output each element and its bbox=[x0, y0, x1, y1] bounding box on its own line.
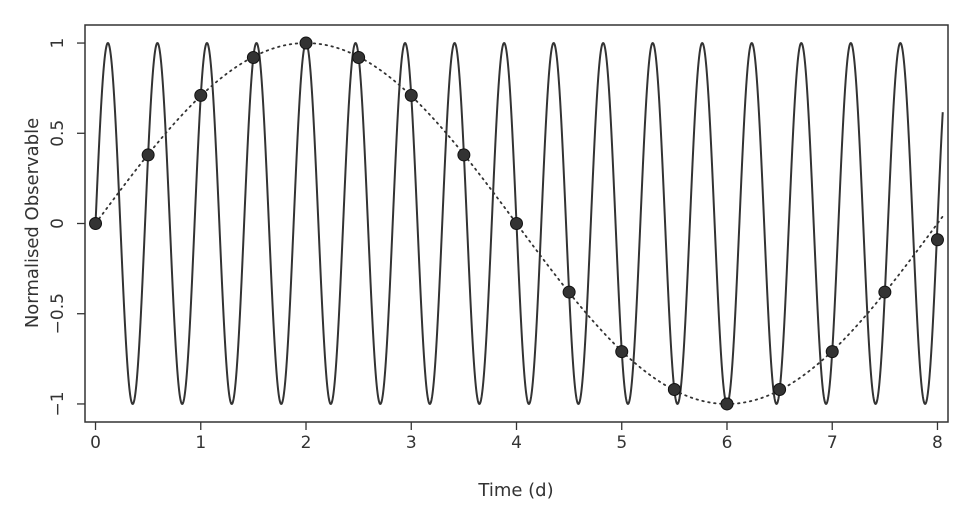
sample-point bbox=[352, 50, 366, 64]
y-tick-label: −0.5 bbox=[48, 293, 68, 334]
x-tick-label: 3 bbox=[406, 433, 417, 453]
sample-point bbox=[773, 383, 787, 397]
sample-point bbox=[89, 217, 103, 230]
sample-point bbox=[720, 397, 734, 411]
y-tick-label: 1 bbox=[48, 38, 68, 49]
sample-point bbox=[615, 345, 629, 359]
x-tick-label: 4 bbox=[511, 433, 522, 453]
x-tick-label: 5 bbox=[616, 433, 627, 453]
sample-point bbox=[299, 36, 313, 50]
sample-point bbox=[457, 148, 471, 162]
sample-point bbox=[194, 88, 208, 102]
y-axis: −1 −0.5 0 0.5 1 bbox=[48, 38, 85, 416]
x-tick-label: 1 bbox=[195, 433, 206, 453]
sample-point bbox=[562, 285, 576, 299]
x-axis-title: Time (d) bbox=[477, 480, 553, 501]
x-tick-label: 6 bbox=[722, 433, 733, 453]
sample-point bbox=[878, 285, 892, 299]
sample-point bbox=[510, 217, 523, 230]
sample-point bbox=[246, 50, 260, 64]
y-axis-title: Normalised Observable bbox=[22, 118, 43, 328]
sample-point bbox=[930, 233, 944, 247]
x-tick-label: 8 bbox=[932, 433, 943, 453]
sample-point bbox=[404, 88, 418, 102]
y-tick-label: −1 bbox=[48, 391, 68, 416]
y-tick-label: 0 bbox=[48, 218, 68, 229]
sample-point bbox=[825, 345, 839, 359]
y-tick-label: 0.5 bbox=[48, 120, 68, 147]
x-tick-label: 2 bbox=[301, 433, 312, 453]
sample-point bbox=[141, 148, 155, 162]
series-layer bbox=[89, 36, 944, 411]
sample-point bbox=[667, 383, 681, 397]
fast-oscillation-line bbox=[94, 41, 944, 406]
x-tick-label: 7 bbox=[827, 433, 838, 453]
x-axis: 0 1 2 3 4 5 6 7 8 bbox=[90, 422, 943, 453]
x-tick-label: 0 bbox=[90, 433, 101, 453]
